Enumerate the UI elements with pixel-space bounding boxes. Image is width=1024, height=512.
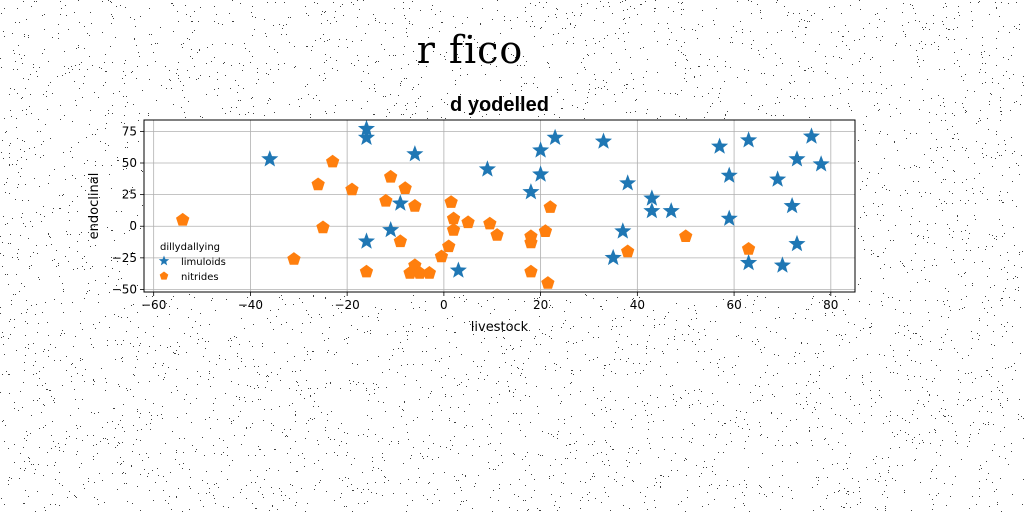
figure-suptitle: r fico xyxy=(416,28,524,72)
limuloids-point xyxy=(522,183,540,200)
nitrides-point xyxy=(524,264,538,278)
limuloids-point xyxy=(614,222,632,239)
nitrides-point xyxy=(524,229,538,242)
limuloids-point xyxy=(261,150,279,167)
x-tick-label: −20 xyxy=(334,298,359,312)
legend-label: nitrides xyxy=(181,272,219,283)
legend-marker xyxy=(159,271,169,280)
y-tick-label: 25 xyxy=(122,188,137,202)
nitrides-point xyxy=(384,169,398,183)
limuloids-point xyxy=(594,132,612,149)
limuloids-point xyxy=(546,128,564,145)
nitrides-point xyxy=(442,239,456,253)
limuloids-point xyxy=(720,209,738,226)
limuloids-point xyxy=(357,232,375,249)
legend-title: dillydallying xyxy=(160,242,220,253)
nitrides-point xyxy=(461,215,475,229)
nitrides-point xyxy=(393,234,407,248)
y-tick-label: 75 xyxy=(122,124,137,138)
y-tick-label: 50 xyxy=(122,156,137,170)
axis-ticks: −60 −40 −20 0 20 40 60 80 −50 −25 0 25 50 75 xyxy=(112,124,839,312)
limuloids-point xyxy=(382,221,400,238)
limuloids-point xyxy=(788,234,806,252)
limuloids-point xyxy=(773,256,791,273)
limuloids-point xyxy=(643,189,661,206)
limuloids-point xyxy=(720,166,738,183)
limuloids-point xyxy=(788,150,806,167)
x-tick-label: 20 xyxy=(533,298,548,312)
x-tick-label: −40 xyxy=(238,298,263,312)
limuloids-point xyxy=(769,170,787,187)
nitrides-point xyxy=(543,200,557,213)
data-markers xyxy=(176,119,830,289)
nitrides-point xyxy=(345,182,359,196)
legend-marker xyxy=(158,255,170,266)
legend-item-limuloids: limuloids xyxy=(158,255,226,268)
legend-label: limuloids xyxy=(181,257,226,268)
limuloids-point xyxy=(532,141,550,158)
nitrides-point xyxy=(741,242,756,255)
nitrides-point xyxy=(679,229,693,242)
x-tick-label: 0 xyxy=(440,298,448,312)
nitrides-point xyxy=(408,199,422,212)
nitrides-point xyxy=(422,266,436,279)
nitrides-point xyxy=(446,223,461,236)
plot-area xyxy=(144,120,855,292)
x-tick-label: −60 xyxy=(141,298,166,312)
limuloids-point xyxy=(478,160,496,177)
limuloids-point xyxy=(662,202,680,219)
grid-lines xyxy=(144,120,855,292)
limuloids-point xyxy=(711,137,729,154)
nitrides-point xyxy=(287,252,301,265)
nitrides-point xyxy=(490,228,504,241)
nitrides-point xyxy=(621,244,635,258)
nitrides-point xyxy=(311,177,325,191)
legend-item-nitrides: nitrides xyxy=(159,271,219,283)
x-tick-label: 80 xyxy=(823,298,838,312)
limuloids-point xyxy=(406,145,424,162)
x-tick-label: 40 xyxy=(630,298,645,312)
y-tick-label: −50 xyxy=(112,282,137,296)
limuloids-point xyxy=(449,261,467,278)
y-axis-label: endoclinal xyxy=(87,173,102,240)
nitrides-point xyxy=(444,195,458,208)
nitrides-point xyxy=(538,224,553,237)
limuloids-point xyxy=(357,119,375,137)
x-axis-label: livestock xyxy=(471,320,529,335)
limuloids-point xyxy=(643,202,661,219)
chart-title: d yodelled xyxy=(450,94,549,116)
limuloids-point xyxy=(802,127,820,144)
y-tick-label: −25 xyxy=(112,251,137,265)
nitrides-point xyxy=(326,154,340,168)
nitrides-point xyxy=(176,212,190,226)
limuloids-point xyxy=(357,128,375,145)
nitrides-point xyxy=(541,276,555,289)
limuloids-point xyxy=(783,197,801,214)
limuloids-point xyxy=(812,155,830,172)
x-tick-label: 60 xyxy=(726,298,741,312)
limuloids-point xyxy=(391,194,409,211)
nitrides-point xyxy=(359,264,374,278)
nitrides-point xyxy=(483,216,497,230)
nitrides-point xyxy=(434,249,449,263)
nitrides-point xyxy=(379,193,393,207)
limuloids-point xyxy=(532,165,550,182)
nitrides-point xyxy=(398,181,412,194)
legend: dillydallying limuloids nitrides xyxy=(158,242,226,283)
limuloids-point xyxy=(604,248,622,266)
nitrides-point xyxy=(413,266,427,279)
plot-frame xyxy=(143,119,856,293)
nitrides-point xyxy=(446,211,461,225)
limuloids-point xyxy=(740,131,758,148)
limuloids-point xyxy=(740,253,758,271)
limuloids-point xyxy=(619,174,637,191)
y-tick-label: 0 xyxy=(129,219,137,233)
nitrides-point xyxy=(316,220,330,234)
